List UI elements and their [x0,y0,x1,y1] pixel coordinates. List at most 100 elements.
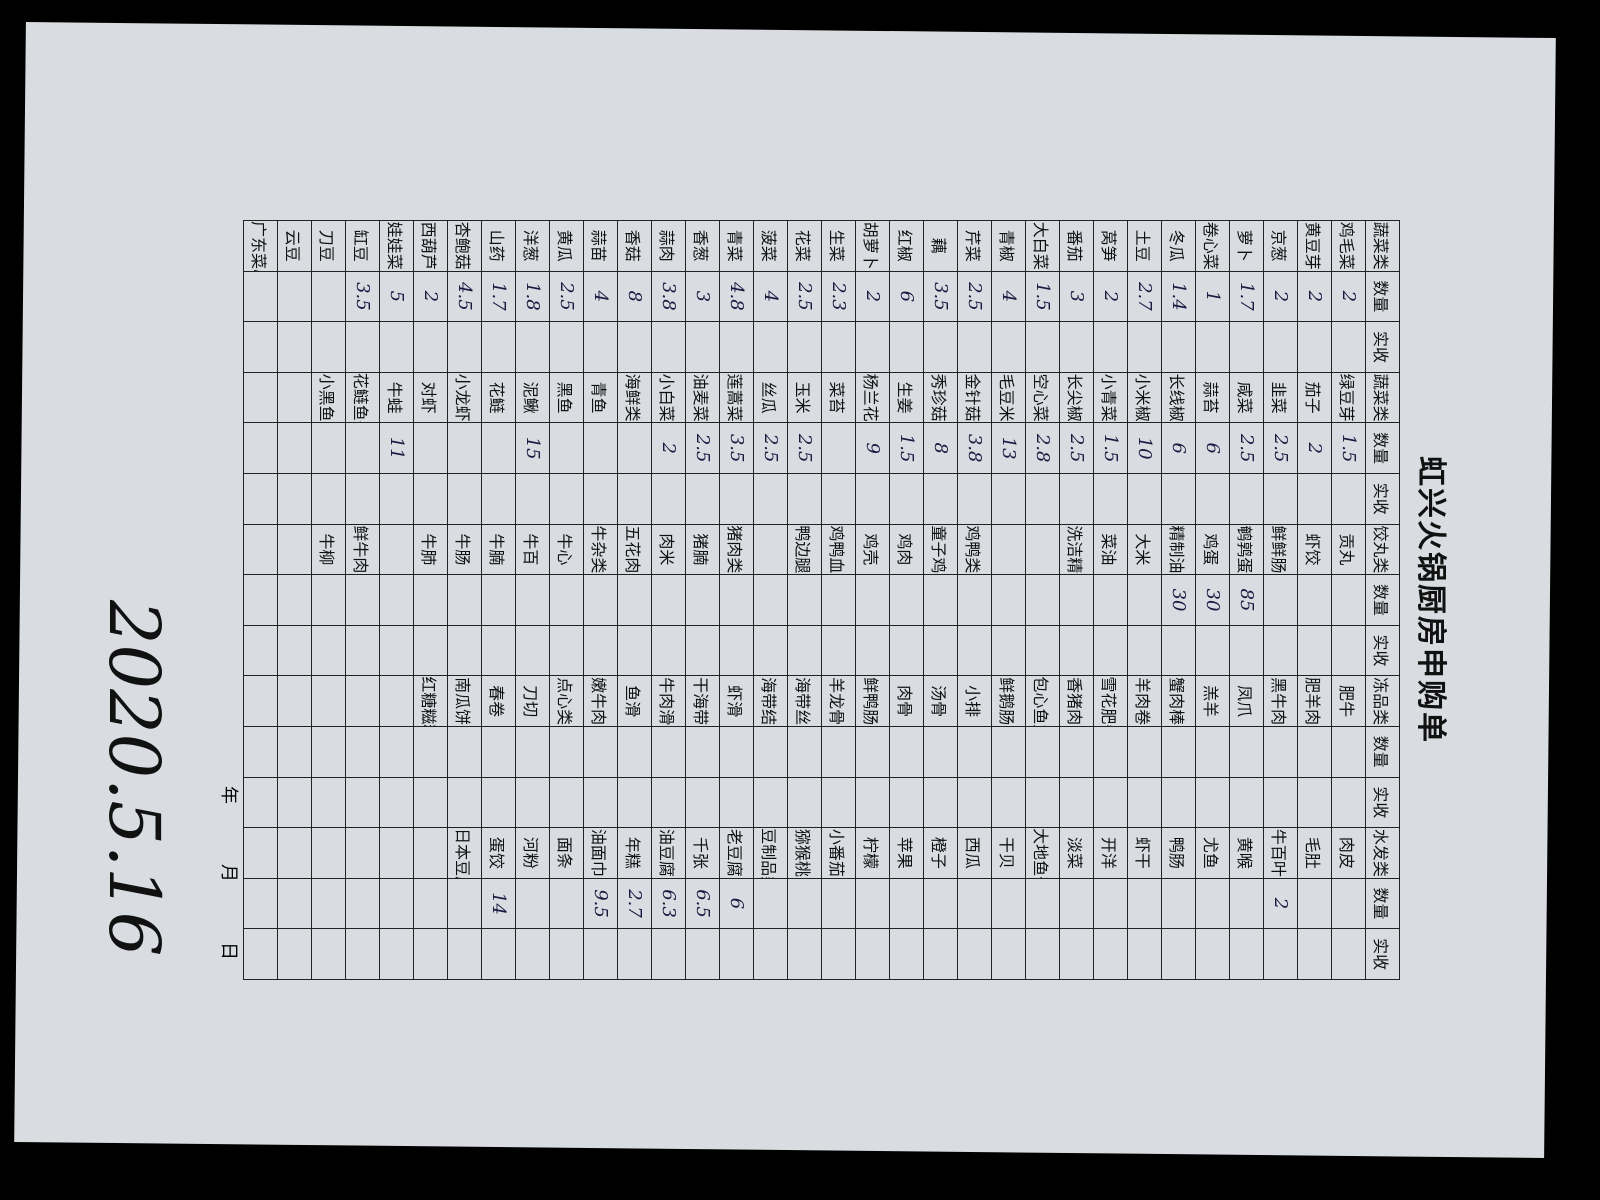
item-cell: 缸豆 [345,220,380,272]
item-cell: 青菜 [719,220,754,272]
qty-cell: 1.5 [889,422,924,474]
qty-cell [345,878,380,929]
item-cell: 藕 [923,220,958,272]
qty-cell: 2.3 [821,271,856,322]
item-cell: 猪肉类 [719,524,754,575]
item-cell: 山药 [481,220,516,272]
qty-cell [957,574,992,626]
item-cell: 嫩牛肉 [583,675,618,727]
received-cell [1195,625,1230,676]
received-cell [481,625,516,676]
received-cell [243,321,278,373]
received-cell [1093,321,1128,373]
qty-cell: 2 [1093,271,1128,322]
received-cell [549,321,584,373]
received-cell [1093,928,1128,980]
received-cell [1297,321,1332,373]
qty-cell: 6 [719,878,754,929]
item-cell: 蒜苔 [1195,372,1230,423]
item-cell [1025,524,1060,575]
qty-cell: 4 [991,271,1026,322]
item-cell: 牛蛙 [379,372,414,423]
qty-cell [277,726,312,778]
received-cell [1127,777,1162,828]
qty-cell [583,726,618,778]
item-cell: 橙子 [923,827,958,879]
row: 萝卜 1.7 咸菜 2.5 鹌鹑蛋 85 凤爪 黄喉 [1229,220,1264,980]
item-cell: 番茄 [1059,220,1094,272]
qty-cell: 6.5 [685,878,720,929]
item-cell: 海带结 [753,675,788,727]
qty-cell [651,574,686,626]
qty-cell [821,574,856,626]
qty-cell [1161,726,1196,778]
qty-cell [243,422,278,474]
qty-cell: 8 [923,422,958,474]
qty-cell: 6 [1195,422,1230,474]
qty-cell [447,726,482,778]
qty-cell [719,726,754,778]
received-cell [583,928,618,980]
row: 冬瓜 1.4 长线椒 6 精制油 30 蟹肉棒 鸭肠 [1161,220,1196,980]
received-cell [1059,473,1094,525]
qty-cell [753,574,788,626]
qty-cell [413,878,448,929]
item-cell: 凤爪 [1229,675,1264,727]
received-cell [345,777,380,828]
item-cell: 猪腩 [685,524,720,575]
qty-cell [651,726,686,778]
qty-cell: 1.7 [1229,271,1264,322]
item-cell: 牛杂类 [583,524,618,575]
qty-cell: 4 [583,271,618,322]
row: 黄豆芽 2 茄子 2 虾饺 肥羊肉 毛肚 [1297,220,1332,980]
qty-cell: 6 [889,271,924,322]
header-cell: 实收 [1365,928,1400,980]
item-cell: 苹果 [889,827,924,879]
qty-cell [447,422,482,474]
qty-cell [685,574,720,626]
qty-cell: 1 [1195,271,1230,322]
item-cell: 汤骨 [923,675,958,727]
received-cell [515,777,550,828]
qty-cell: 2 [1297,271,1332,322]
item-cell: 红糖糍粑 [413,675,448,727]
row: 胡萝卜 2 杨兰花 9 鸡壳 鲜鸭肠 柠檬 [855,220,890,980]
received-cell [1229,321,1264,373]
row: 洋葱 1.8 泥鳅 15 牛百 刀切 河粉 [515,220,550,980]
received-cell [923,473,958,525]
qty-cell: 2.8 [1025,422,1060,474]
item-cell: 菠菜 [753,220,788,272]
item-cell [243,675,278,727]
qty-cell: 14 [481,878,516,929]
qty-cell: 1.8 [515,271,550,322]
item-cell: 玉米 [787,372,822,423]
received-cell [617,928,652,980]
item-cell: 黑牛肉 [1263,675,1298,727]
item-cell: 菜油 [1093,524,1128,575]
header-cell: 数量 [1365,726,1400,778]
item-cell: 青椒 [991,220,1026,272]
item-cell: 生姜 [889,372,924,423]
item-cell: 花菜 [787,220,822,272]
qty-cell: 1.7 [481,271,516,322]
item-cell: 鸡鸭血 [821,524,856,575]
item-cell: 羊肉卷 [1127,675,1162,727]
received-cell [1025,625,1060,676]
received-cell [957,777,992,828]
qty-cell: 3.8 [957,422,992,474]
item-cell: 鸭肠 [1161,827,1196,879]
qty-cell [549,422,584,474]
qty-cell [617,574,652,626]
item-cell: 海带丝 [787,675,822,727]
received-cell [923,928,958,980]
received-cell [1127,928,1162,980]
qty-cell [1025,574,1060,626]
item-cell [311,675,346,727]
received-cell [617,625,652,676]
row: 番茄 3 长尖椒 2.5 洗洁精 香猪肉 淡菜 [1059,220,1094,980]
qty-cell: 3.5 [345,271,380,322]
qty-cell: 2.5 [753,422,788,474]
qty-cell: 2.5 [1059,422,1094,474]
qty-cell [821,726,856,778]
received-cell [855,777,890,828]
